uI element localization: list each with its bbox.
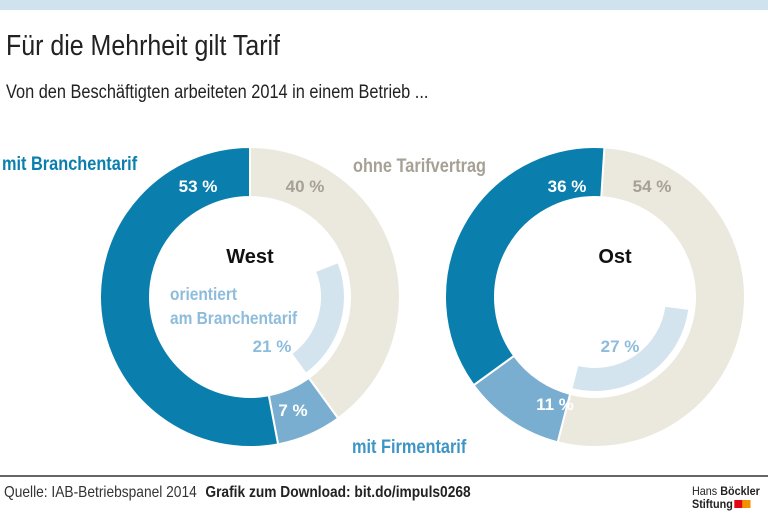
download-link[interactable]: Grafik zum Download: bit.do/impuls0268 xyxy=(205,484,471,501)
label-branchentarif: mit Branchentarif xyxy=(2,153,137,174)
label-orientiert-1: orientiert xyxy=(170,284,237,304)
label-firmentarif: mit Firmentarif xyxy=(352,436,466,457)
hbs-logo: Hans Böckler Stiftung xyxy=(692,484,760,511)
donut-title-0: West xyxy=(226,246,274,268)
slice-1-0 xyxy=(556,145,746,448)
slice-0-0 xyxy=(249,145,401,420)
inner-slice-0 xyxy=(289,260,346,376)
slice-0-2 xyxy=(99,145,280,448)
data-label-0-0: 40 % xyxy=(286,177,325,196)
chart-title: Für die Mehrheit gilt Tarif xyxy=(6,30,280,62)
inner-label-0: 21 % xyxy=(253,337,292,356)
data-label-1-0: 54 % xyxy=(633,177,672,196)
data-label-0-2: 53 % xyxy=(179,177,218,196)
inner-slice-1 xyxy=(570,304,691,393)
inner-label-1: 27 % xyxy=(601,337,640,356)
data-label-1-1: 11 % xyxy=(536,395,574,414)
slice-1-2 xyxy=(444,146,606,387)
footer-divider xyxy=(0,475,768,477)
source-text: Quelle: IAB-Betriebspanel 2014 xyxy=(4,484,197,501)
label-orientiert-2: am Branchentarif xyxy=(170,308,298,328)
chart-subtitle: Von den Beschäftigten arbeiteten 2014 in… xyxy=(6,82,429,103)
donut-title-1: Ost xyxy=(598,246,632,268)
label-ohne-tarifvertrag: ohne Tarifvertrag xyxy=(353,155,486,176)
footer: Quelle: IAB-Betriebspanel 2014 Grafik zum… xyxy=(4,484,471,502)
data-label-0-1: 7 % xyxy=(278,401,307,420)
top-bar xyxy=(0,0,768,10)
data-label-1-2: 36 % xyxy=(548,177,587,196)
